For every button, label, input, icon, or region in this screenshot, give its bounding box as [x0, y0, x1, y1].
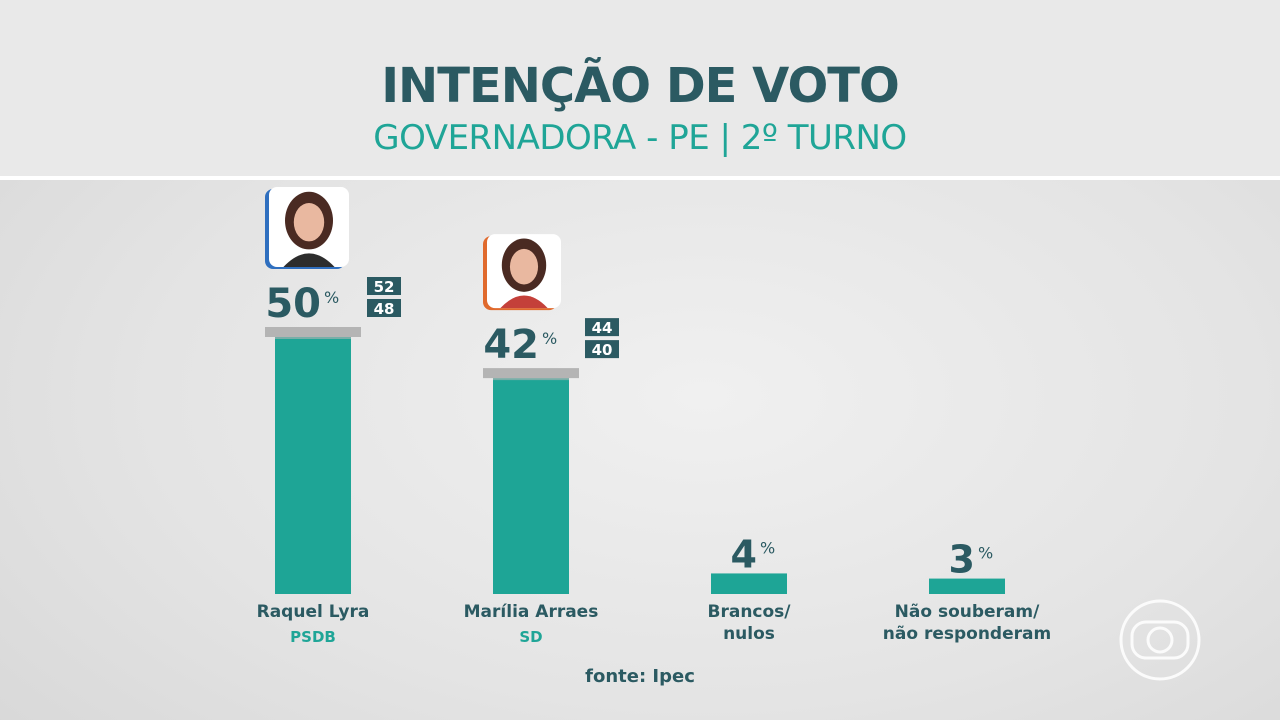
portrait-shoulders [283, 253, 335, 267]
bar-value-label: 42 [483, 322, 539, 368]
category-label: nulos [723, 624, 775, 644]
bar-value-label: 4 [731, 532, 757, 576]
category-label: Raquel Lyra [257, 602, 370, 622]
globo-logo-icon [1119, 599, 1201, 681]
margin-low-label: 48 [374, 300, 395, 318]
margin-high-badge [585, 318, 619, 337]
portrait-face [509, 248, 539, 285]
bar-margin-cap [483, 368, 579, 379]
margin-low-badge [585, 340, 619, 359]
bar [929, 578, 1005, 594]
bar-margin-cap [265, 327, 361, 337]
source-note: fonte: Ipec [585, 666, 695, 687]
chart-title: INTENÇÃO DE VOTO [381, 58, 900, 114]
party-label: SD [519, 628, 542, 646]
bar-margin-shadow [493, 376, 569, 381]
bar [711, 573, 787, 594]
bar [493, 378, 569, 594]
bar-value-unit: % [760, 538, 775, 557]
portrait-face [293, 203, 325, 242]
bar-value-label: 50 [265, 281, 321, 327]
margin-low-badge [367, 299, 401, 317]
bar-value-label: 3 [949, 538, 975, 582]
header-panel [0, 0, 1280, 176]
category-label: Não souberam/ [895, 602, 1040, 622]
margin-high-badge [367, 277, 401, 295]
margin-low-label: 40 [592, 341, 613, 359]
category-label: Brancos/ [708, 602, 792, 622]
bar [275, 337, 351, 594]
party-label: PSDB [290, 628, 336, 646]
bar-margin-shadow [275, 335, 351, 339]
bar-value-unit: % [324, 288, 339, 307]
margin-high-label: 52 [374, 278, 395, 296]
chart-subtitle: GOVERNADORA - PE | 2º TURNO [373, 118, 907, 158]
bar-value-unit: % [978, 544, 993, 563]
header-divider [0, 176, 1280, 180]
portrait-shoulders [500, 295, 548, 309]
bar-value-unit: % [542, 329, 557, 348]
category-label: Marília Arraes [464, 602, 599, 622]
margin-high-label: 44 [592, 319, 613, 337]
category-label: não responderam [883, 624, 1051, 644]
